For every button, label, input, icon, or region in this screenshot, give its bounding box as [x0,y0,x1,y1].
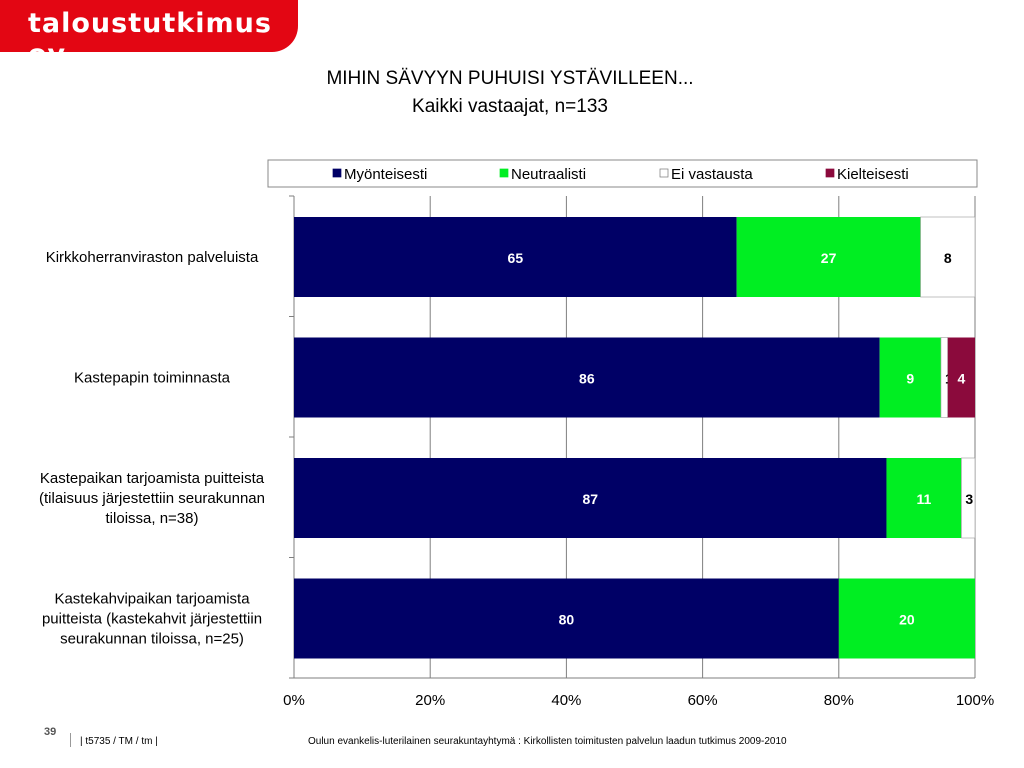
legend-swatch-3 [659,168,669,178]
bar-label-3-1: 87 [582,491,598,507]
legend-label-1: Myönteisesti [344,166,427,183]
chart-subtitle: Kaikki vastaajat, n=133 [412,96,608,117]
bar-label-2-2: 9 [906,371,914,387]
bar-3-1 [294,458,887,538]
x-tick-label-6: 100% [956,692,994,709]
brand-name: taloustutkimus oy [28,8,272,70]
legend-label-2: Neutraalisti [511,166,586,183]
bar-label-1-4: 1 [979,250,987,266]
category-label-3-line-2: (tilaisuus järjestettiin seurakunnan [39,490,265,507]
bar-label-4-2: 20 [899,612,915,628]
bar-2-2 [879,337,941,418]
x-tick-label-4: 60% [688,692,718,709]
bar-3-3 [961,457,976,539]
legend-swatch-1 [332,168,342,178]
legend-swatch-2 [499,168,509,178]
bar-3-2 [886,458,962,538]
category-label-4-line-2: puitteista (kastekahvit järjestettiin [42,611,262,628]
bar-label-2-4: 4 [957,371,965,387]
category-label-3-line-3: tiloissa, n=38) [106,510,199,527]
brand-logo: taloustutkimus oy [0,0,298,70]
bar-label-3-3: 3 [965,491,973,507]
category-label-3-line-1: Kastepaikan tarjoamista puitteista [40,470,265,487]
legend-swatch-4 [825,168,835,178]
bar-label-1-2: 27 [821,250,837,266]
bar-2-1 [294,337,880,418]
bar-label-1-3: 8 [944,250,952,266]
category-label-4-line-3: seurakunnan tiloissa, n=25) [60,631,244,648]
footer-divider [70,733,71,747]
category-label-1-line-1: Kirkkoherranviraston palveluista [46,249,259,266]
footer-source: Oulun evankelis-luterilainen seurakuntay… [308,736,787,747]
x-tick-label-2: 20% [415,692,445,709]
bar-label-1-1: 65 [508,250,524,266]
bar-1-1 [294,217,737,297]
bar-4-1 [294,578,839,659]
bar-label-2-1: 86 [579,371,595,387]
bar-1-3 [920,216,976,298]
x-tick-label-1: 0% [283,692,305,709]
category-label-4: Kastekahvipaikan tarjoamista puitteista (… [42,591,262,648]
x-tick-label-3: 40% [551,692,581,709]
legend-box [267,159,978,188]
bar-label-3-2: 11 [917,491,932,507]
category-label-4-line-1: Kastekahvipaikan tarjoamista [54,591,250,608]
chart-title: MIHIN SÄVYYN PUHUISI YSTÄVILLEEN... [326,68,694,89]
legend-label-3: Ei vastausta [671,166,753,183]
category-label-1: Kirkkoherranviraston palveluista [46,249,259,266]
bar-label-4-1: 80 [559,612,575,628]
footer-code: | t5735 / TM / tm | [80,736,158,747]
x-tick-label-5: 80% [824,692,854,709]
page-number: 39 [44,726,57,738]
category-label-2-line-1: Kastepapin toiminnasta [74,370,231,387]
legend-label-4: Kielteisesti [837,166,909,183]
bar-4-2 [838,578,975,659]
category-label-2: Kastepapin toiminnasta [74,370,231,387]
bar-2-4 [947,337,975,418]
category-label-3: Kastepaikan tarjoamista puitteista (tilai… [39,470,265,527]
stacked-bar-chart: Myönteisesti Neutraalisti Ei vastausta Kiel… [39,159,994,709]
bar-1-2 [736,217,921,297]
